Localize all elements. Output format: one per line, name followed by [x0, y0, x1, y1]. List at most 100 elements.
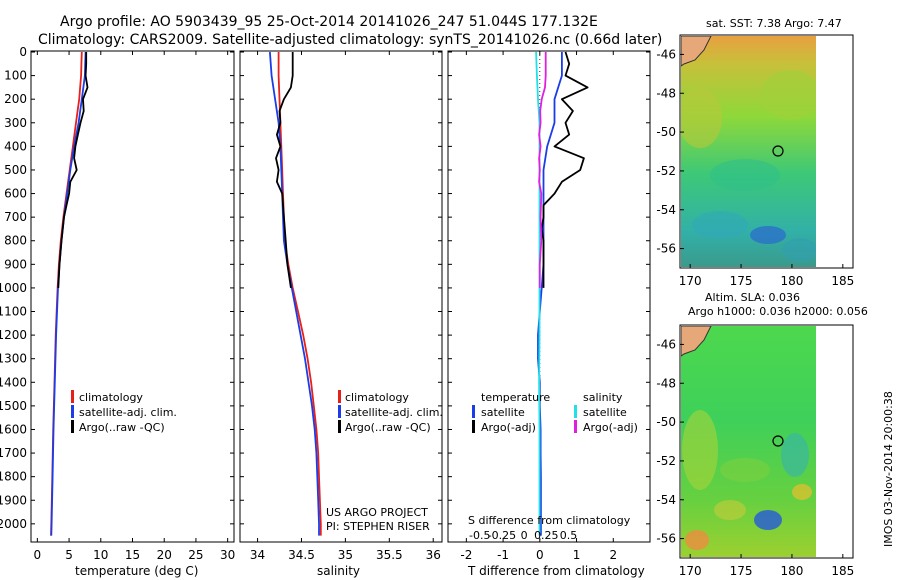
depth-tick-label: 1500 [0, 399, 27, 413]
depth-tick-label: 100 [4, 69, 27, 83]
sla-patch [754, 510, 782, 530]
sst-land [681, 36, 712, 67]
depth-tick-label: 1700 [0, 446, 27, 460]
x-tick-label: 0 [34, 548, 42, 562]
sla-land [681, 326, 712, 357]
depth-tick-label: 300 [4, 116, 27, 130]
depth-tick-label: 500 [4, 163, 27, 177]
map-x-tick-label: 175 [730, 274, 753, 288]
temperature-panel-frame [30, 50, 235, 543]
x-tick-label: 2 [609, 548, 617, 562]
sst-patch [710, 159, 780, 191]
x-tick-label: 15 [125, 548, 140, 562]
map-y-tick-label: -54 [656, 493, 676, 507]
depth-tick-label: 1900 [0, 493, 27, 507]
series-line-argo-raw-qc [57, 52, 89, 288]
x-tick-label: 36 [426, 548, 441, 562]
t-difference-axis-label: T difference from climatology [467, 564, 645, 578]
series-line-climatology [277, 52, 322, 536]
title-line-1: Argo profile: AO 5903439_95 25-Oct-2014 … [60, 14, 598, 30]
map-y-tick-label: -54 [656, 203, 676, 217]
timestamp-stamp: IMOS 03-Nov-2014 20:00:38 [882, 391, 895, 547]
legend-label-s-argo: Argo(-adj) [583, 421, 638, 434]
legend-swatch-satellite [71, 405, 74, 418]
sla-patch [714, 500, 746, 520]
sla-patch [685, 530, 709, 550]
map-y-tick-label: -48 [656, 376, 676, 390]
difference-panel-frame [447, 50, 651, 543]
legend-label-t-argo: Argo(-adj) [481, 421, 536, 434]
s-tick-label: -0.5 [469, 529, 490, 542]
map-y-tick-label: -52 [656, 454, 676, 468]
legend-label-argo: Argo(..raw -QC) [345, 421, 431, 434]
s-tick-label: 0.5 [560, 529, 578, 542]
legend-swatch-t-satellite [472, 405, 475, 418]
pi-annotation: PI: STEPHEN RISER [326, 520, 430, 533]
map-x-tick-label: 175 [730, 564, 753, 578]
sla-patterns [681, 326, 812, 550]
depth-tick-label: 1800 [0, 470, 27, 484]
sst-patch [760, 70, 816, 120]
depth-tick-label: 200 [4, 92, 27, 106]
map-x-tick-label: 180 [780, 564, 803, 578]
sst-map [679, 34, 854, 269]
map-y-tick-label: -56 [656, 242, 676, 256]
project-annotation: US ARGO PROJECT [326, 506, 428, 519]
sla-map [679, 324, 854, 559]
legend-label-climatology: climatology [345, 391, 409, 404]
sla-map-frame [679, 324, 854, 559]
salinity-axis-label: salinity [317, 564, 360, 578]
legend-swatch-s-argo [574, 420, 577, 433]
series-line-argo-raw-qc [275, 52, 294, 289]
legend-label-s-satellite: satellite [583, 406, 627, 419]
series-line-t-argo-adj [540, 51, 589, 288]
legend-swatch-argo [71, 420, 74, 433]
series-line-s-argo-adj [538, 52, 547, 288]
temperature-legend: climatology satellite-adj. clim. Argo(..… [71, 390, 177, 434]
x-tick-label: 20 [157, 548, 172, 562]
sst-patch [782, 238, 816, 262]
difference-plot: -2 -1 0 1 2 [460, 51, 617, 562]
sla-map-title-2: Argo h1000: 0.036 h2000: 0.056 [688, 305, 868, 318]
depth-tick-label: 1000 [0, 281, 27, 295]
sst-map-ticks: 170 175 180 185 -46 -48 -50 -52 -54 -56 [656, 47, 854, 288]
map-x-tick-label: 170 [679, 564, 702, 578]
sst-map-frame [679, 34, 854, 269]
depth-tick-label: 600 [4, 187, 27, 201]
difference-legend: temperature satellite Argo(-adj) salinit… [472, 391, 638, 434]
legend-swatch-climatology [71, 390, 74, 403]
map-y-tick-label: -46 [656, 47, 676, 61]
legend-label-satellite: satellite-adj. clim. [79, 406, 177, 419]
x-tick-label: 35 [338, 548, 353, 562]
map-y-tick-label: -48 [656, 86, 676, 100]
series-line-climatology [50, 51, 83, 536]
legend-swatch-t-argo [472, 420, 475, 433]
sst-patch [750, 226, 786, 244]
depth-tick-label: 1400 [0, 375, 27, 389]
x-tick-label: 25 [188, 548, 203, 562]
s-tick-label: 0 [521, 529, 528, 542]
depth-tick-label: 1600 [0, 422, 27, 436]
depth-axis: 0 100 200 300 400 500 600 700 800 900 1000 1100 1200… [0, 45, 650, 531]
sst-float-marker [772, 145, 784, 157]
x-tick-label: 34 [250, 548, 265, 562]
sla-patch [781, 433, 809, 477]
legend-swatch-s-satellite [574, 405, 577, 418]
sla-map-title-1: Altim. SLA: 0.036 [705, 291, 800, 304]
x-tick-label: 30 [220, 548, 235, 562]
legend-label-satellite: satellite-adj. clim. [345, 406, 443, 419]
sst-patch [681, 88, 722, 148]
depth-tick-label: 700 [4, 210, 27, 224]
depth-tick-label: 1100 [0, 305, 27, 319]
map-y-tick-label: -46 [656, 337, 676, 351]
depth-tick-label: 800 [4, 234, 27, 248]
map-x-tick-label: 180 [780, 274, 803, 288]
x-tick-label: 0 [536, 548, 544, 562]
x-tick-label: 1 [573, 548, 581, 562]
x-tick-label: 35.5 [376, 548, 403, 562]
depth-tick-label: 1300 [0, 352, 27, 366]
map-y-tick-label: -52 [656, 164, 676, 178]
title-line-2: Climatology: CARS2009. Satellite-adjuste… [38, 32, 662, 48]
x-tick-label: 5 [65, 548, 73, 562]
